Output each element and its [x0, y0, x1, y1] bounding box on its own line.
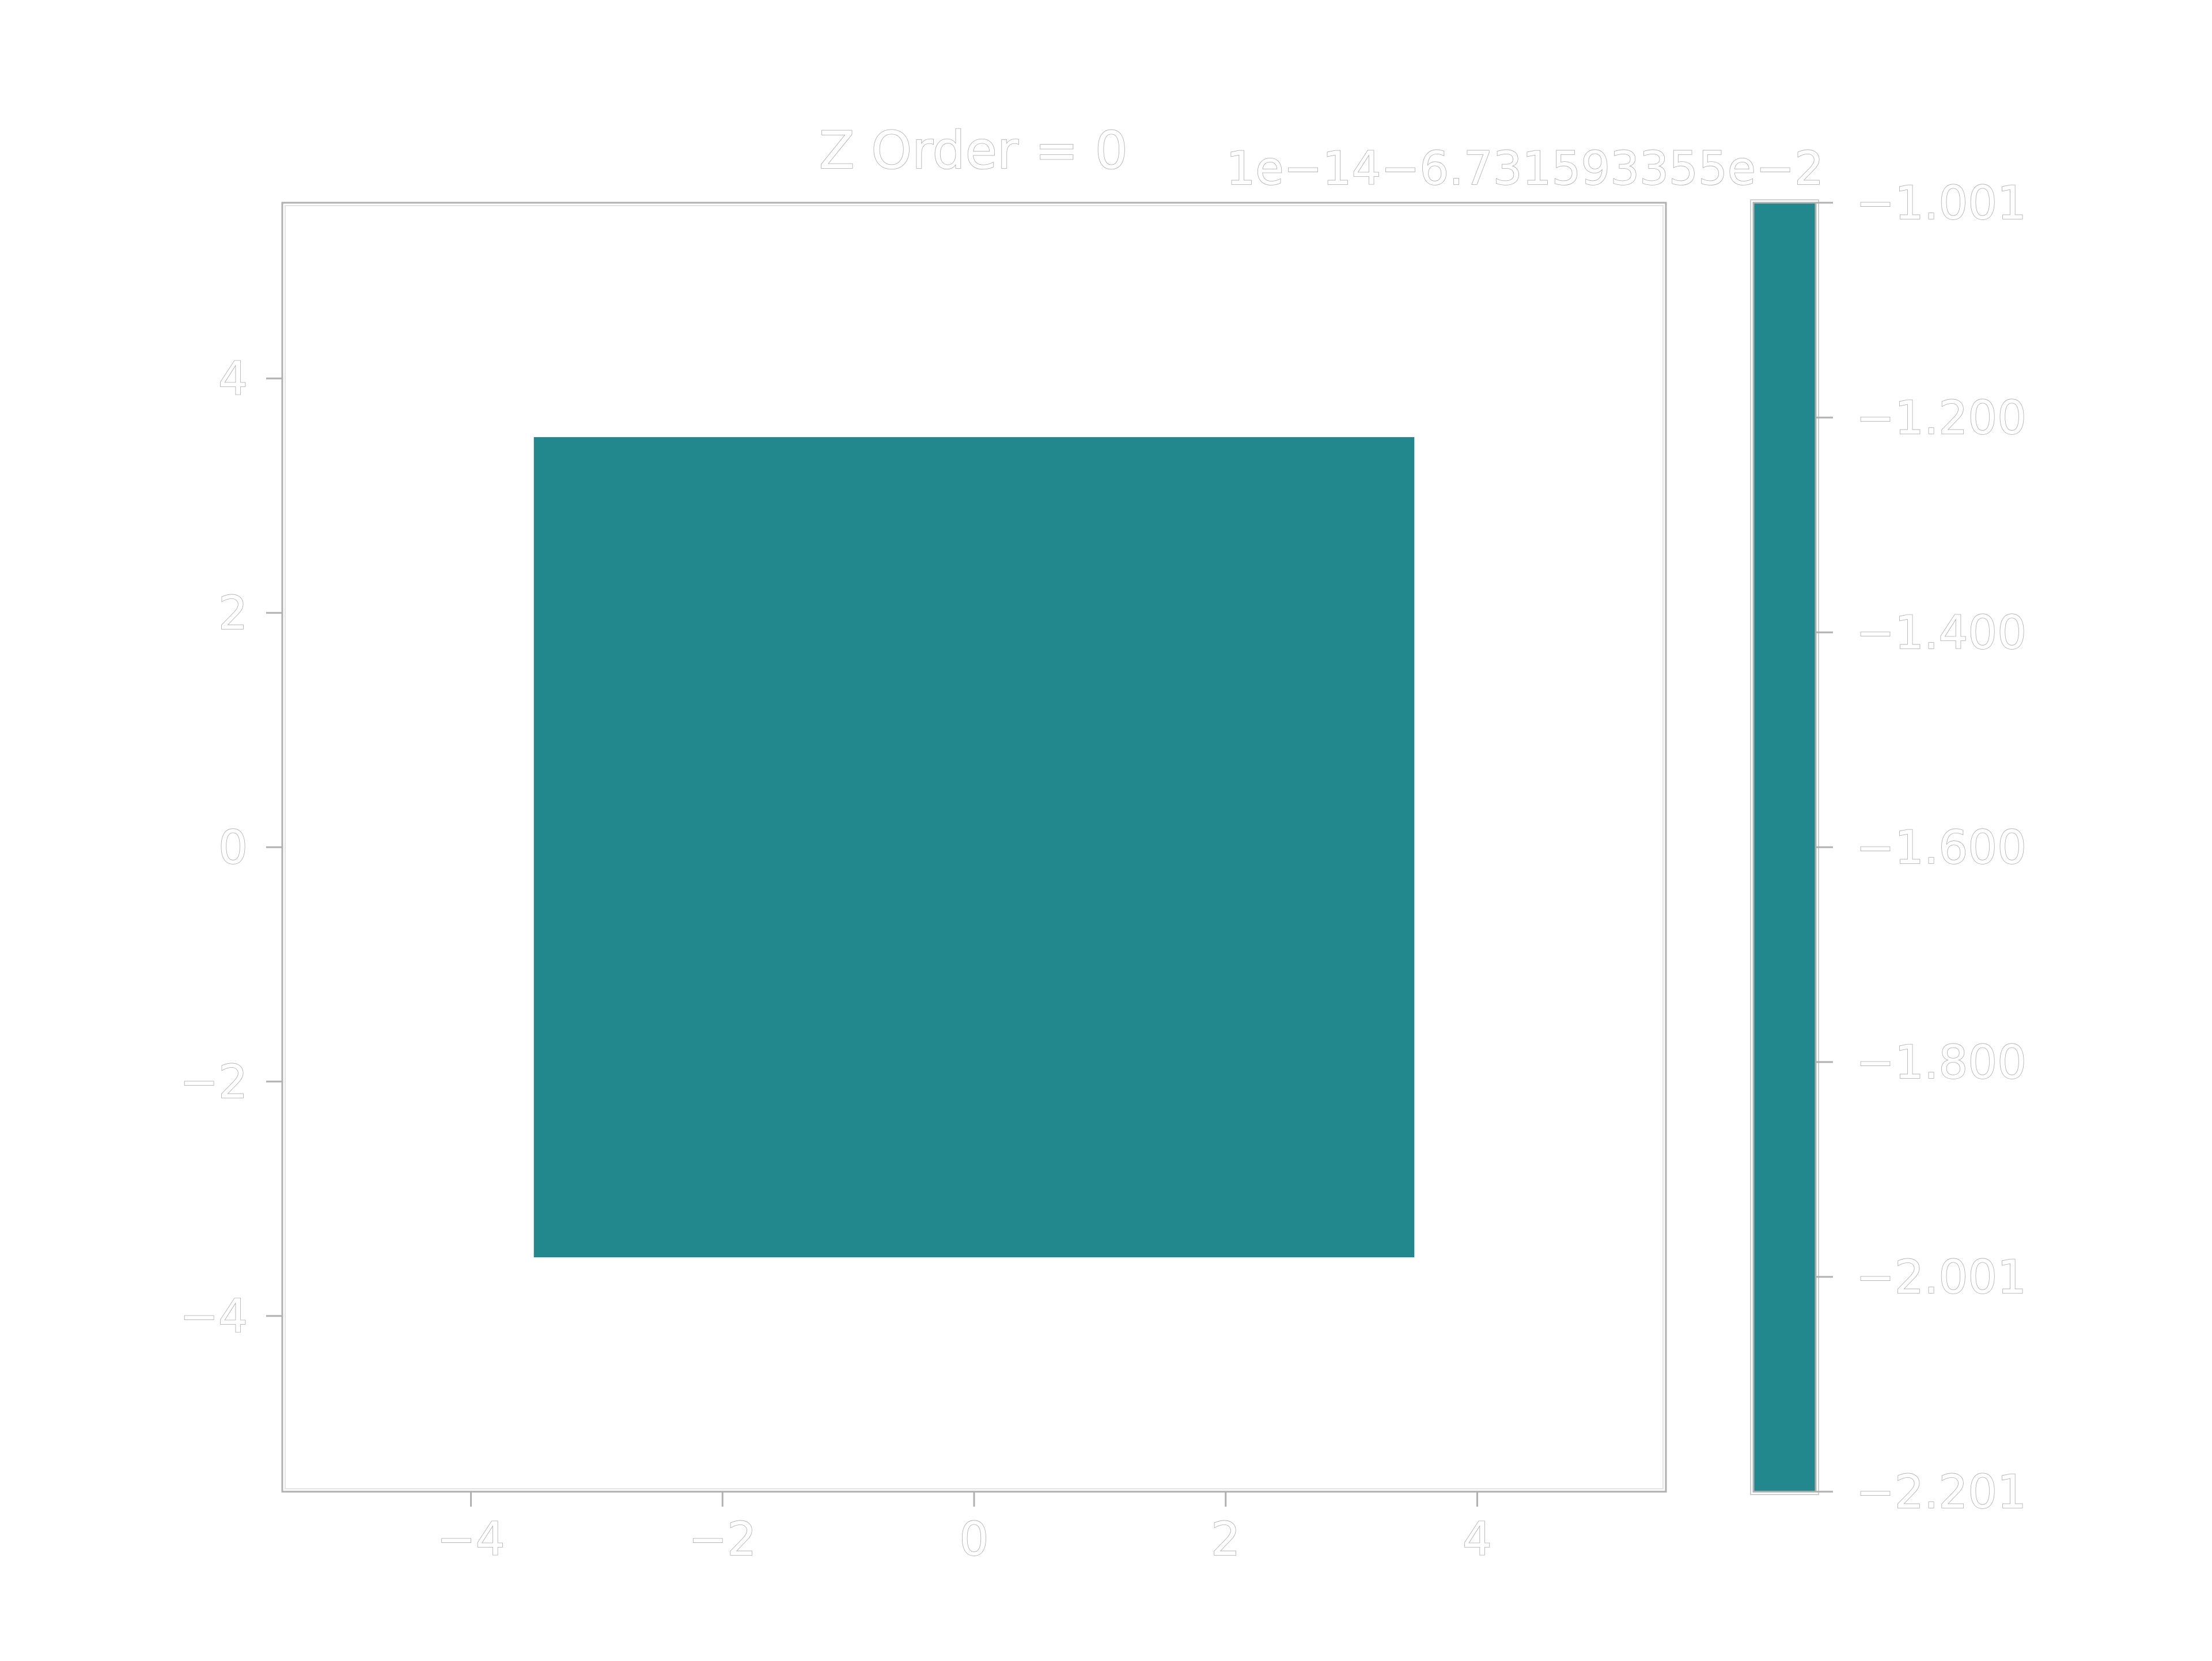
colorbar-tick-label: −1.800: [1856, 1036, 2027, 1089]
colorbar-tick-label: −1.600: [1856, 821, 2027, 874]
colorbar-fill: [1752, 202, 1817, 1493]
y-tick-label: −2: [180, 1055, 248, 1109]
colorbar-tick-label: −1.001: [1856, 176, 2027, 230]
axes-frame-inner: [285, 205, 1664, 1489]
x-tick-label: 2: [1211, 1512, 1240, 1566]
x-tick-label: −2: [688, 1512, 756, 1566]
x-tick-label: −4: [437, 1512, 505, 1566]
chart-title: Z Order = 0: [819, 120, 1128, 181]
colorbar-tick-label: −1.400: [1856, 606, 2027, 659]
x-tick-label: 4: [1463, 1512, 1492, 1566]
filled-region: [533, 437, 1415, 1258]
colorbar: −1.001 −1.200 −1.400 −1.600 −1.800 −2.001 −2.2…: [1750, 176, 2027, 1519]
x-tick-label: 0: [960, 1512, 989, 1566]
colorbar-tick-label: −2.201: [1856, 1465, 2027, 1519]
y-tick-label: 0: [218, 821, 248, 874]
colorbar-offset-label: 1e−14−6.731593355e−2: [1226, 142, 1824, 195]
y-tick-label: 2: [218, 586, 248, 640]
colorbar-tick-label: −1.200: [1856, 391, 2027, 445]
y-tick-label: 4: [218, 352, 248, 405]
y-tick-label: −4: [180, 1290, 248, 1343]
colorbar-tick-label: −2.001: [1856, 1250, 2027, 1304]
plot-area: −4 −2 0 2 4 −4 −2 0 2 4: [179, 202, 1667, 1567]
